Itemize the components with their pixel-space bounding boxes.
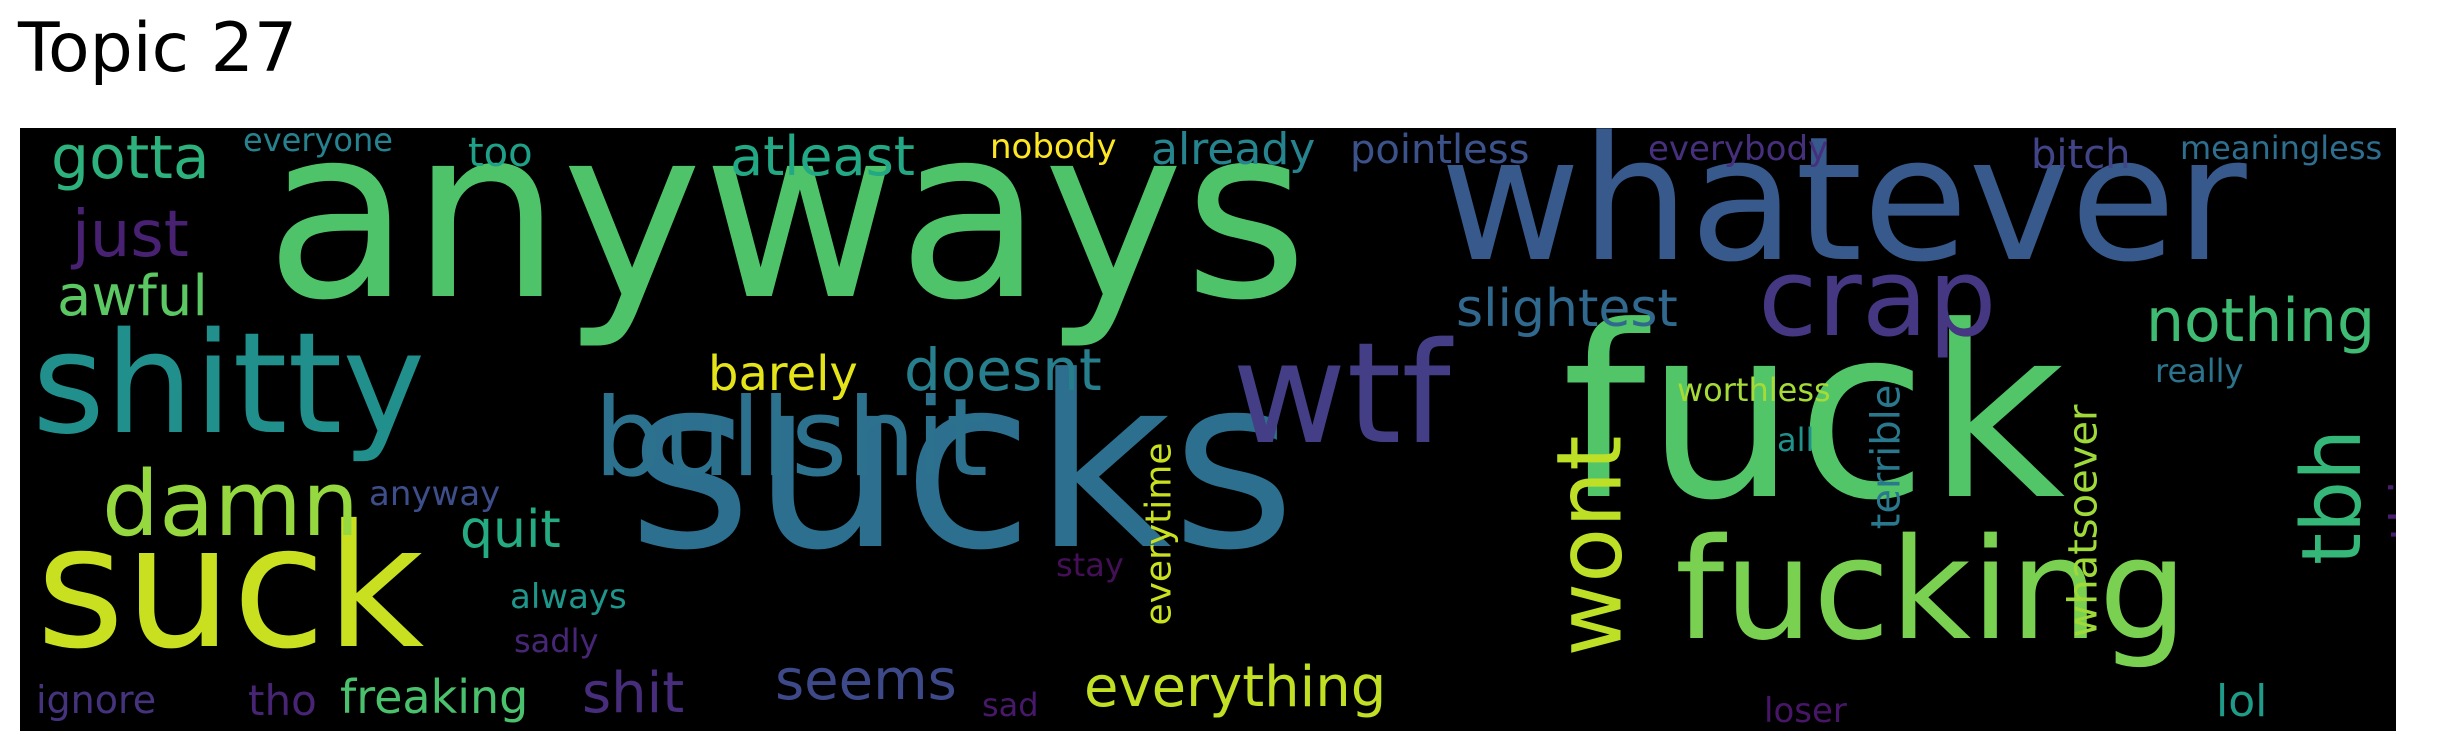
word-too: too <box>468 130 533 176</box>
word-nothing: nothing <box>2146 286 2376 356</box>
word-shit: shit <box>582 661 685 726</box>
word-terrible: terrible <box>1863 384 1910 530</box>
word-cloud: anyways whatever fuck sucks shitty suck … <box>20 128 2396 731</box>
word-whatsoever: whatsoever <box>2060 404 2107 638</box>
word-anyway: anyway <box>369 474 501 514</box>
word-loser: loser <box>1764 691 1847 731</box>
word-anything: anything <box>2380 422 2396 626</box>
word-quit: quit <box>460 500 561 560</box>
word-gotta: gotta <box>51 128 210 193</box>
word-meaningless: meaningless <box>2180 129 2383 167</box>
word-bullshit: bullshit <box>594 376 989 501</box>
word-seems: seems <box>775 648 957 713</box>
word-worthless: worthless <box>1677 371 1831 409</box>
word-just: just <box>72 198 189 272</box>
word-everything: everything <box>1084 655 1387 720</box>
word-sadly: sadly <box>514 622 599 660</box>
page-title: Topic 27 <box>18 9 298 88</box>
word-lol: lol <box>2216 676 2268 727</box>
word-all: all <box>1777 421 1815 459</box>
word-pointless: pointless <box>1350 128 1530 173</box>
word-sucks: sucks <box>628 326 1296 603</box>
word-everytime: everytime <box>1138 442 1180 626</box>
word-suck: suck <box>36 489 425 687</box>
word-bitch: bitch <box>2031 132 2131 178</box>
word-whatever: whatever <box>1440 128 2247 300</box>
word-always: always <box>510 577 627 617</box>
word-doesnt: doesnt <box>904 336 1102 404</box>
word-fucking: fucking <box>1675 509 2188 672</box>
word-damn: damn <box>102 452 359 557</box>
word-atleast: atleast <box>730 128 915 188</box>
word-wont: wont <box>1537 435 1643 657</box>
word-tbh: tbh <box>2285 428 2381 566</box>
word-wtf: wtf <box>1232 313 1451 476</box>
word-shitty: shitty <box>32 303 426 466</box>
word-ignore: ignore <box>36 678 157 722</box>
word-anyways: anyways <box>265 128 1308 353</box>
word-tho: tho <box>248 676 317 725</box>
word-slightest: slightest <box>1456 279 1678 339</box>
word-stay: stay <box>1056 546 1124 584</box>
word-freaking: freaking <box>340 670 529 724</box>
word-fuck: fuck <box>1562 276 2066 553</box>
word-really: really <box>2155 352 2244 390</box>
word-nobody: nobody <box>990 128 1117 167</box>
word-everybody: everybody <box>1648 129 1829 169</box>
word-already: already <box>1151 128 1316 175</box>
word-awful: awful <box>57 264 208 329</box>
word-sad: sad <box>982 686 1039 724</box>
word-everyone: everyone <box>243 128 393 159</box>
word-crap: crap <box>1758 236 1997 361</box>
word-barely: barely <box>708 346 858 402</box>
